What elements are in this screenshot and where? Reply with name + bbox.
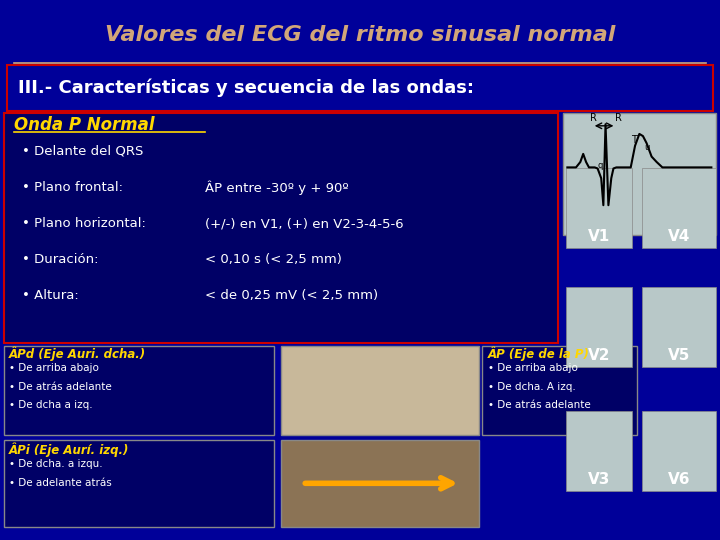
FancyBboxPatch shape bbox=[642, 411, 716, 491]
Text: Valores del ECG del ritmo sinusal normal: Valores del ECG del ritmo sinusal normal bbox=[105, 25, 615, 45]
Text: • Delante del QRS: • Delante del QRS bbox=[22, 145, 143, 158]
FancyBboxPatch shape bbox=[4, 113, 558, 343]
FancyBboxPatch shape bbox=[4, 440, 274, 526]
Text: • De adelante atrás: • De adelante atrás bbox=[9, 478, 112, 488]
Text: • De arriba abajo: • De arriba abajo bbox=[488, 363, 578, 373]
FancyBboxPatch shape bbox=[566, 287, 632, 367]
Text: < de 0,25 mV (< 2,5 mm): < de 0,25 mV (< 2,5 mm) bbox=[205, 289, 378, 302]
FancyBboxPatch shape bbox=[4, 346, 274, 435]
Text: • De dcha a izq.: • De dcha a izq. bbox=[9, 400, 92, 410]
Text: V5: V5 bbox=[667, 348, 690, 363]
Text: V4: V4 bbox=[667, 229, 690, 244]
FancyBboxPatch shape bbox=[642, 168, 716, 248]
Text: • Plano frontal:: • Plano frontal: bbox=[22, 181, 122, 194]
FancyBboxPatch shape bbox=[642, 287, 716, 367]
Text: • Altura:: • Altura: bbox=[22, 289, 78, 302]
Text: • Plano horizontal:: • Plano horizontal: bbox=[22, 217, 145, 230]
Text: ÂP entre -30º y + 90º: ÂP entre -30º y + 90º bbox=[205, 180, 348, 194]
Text: V6: V6 bbox=[667, 472, 690, 487]
FancyBboxPatch shape bbox=[281, 440, 479, 526]
Text: q: q bbox=[598, 161, 603, 170]
Text: • De dcha. a izqu.: • De dcha. a izqu. bbox=[9, 460, 102, 469]
Text: R: R bbox=[615, 112, 622, 123]
Text: III.- Características y secuencia de las ondas:: III.- Características y secuencia de las… bbox=[18, 78, 474, 97]
Text: < 0,10 s (< 2,5 mm): < 0,10 s (< 2,5 mm) bbox=[205, 253, 342, 266]
Text: (+/-) en V1, (+) en V2-3-4-5-6: (+/-) en V1, (+) en V2-3-4-5-6 bbox=[205, 217, 404, 230]
Text: R: R bbox=[590, 112, 597, 123]
FancyBboxPatch shape bbox=[563, 113, 716, 235]
Text: T: T bbox=[631, 134, 636, 145]
FancyBboxPatch shape bbox=[281, 346, 479, 435]
Text: V1: V1 bbox=[588, 229, 610, 244]
Text: ÂPd (Eje Auri. dcha.): ÂPd (Eje Auri. dcha.) bbox=[9, 347, 145, 361]
Text: V2: V2 bbox=[588, 348, 611, 363]
Text: ÂPi (Eje Aurí. izq.): ÂPi (Eje Aurí. izq.) bbox=[9, 442, 129, 456]
FancyBboxPatch shape bbox=[566, 168, 632, 248]
Text: • De atrás adelante: • De atrás adelante bbox=[9, 382, 112, 392]
Text: u: u bbox=[644, 143, 649, 152]
Text: V3: V3 bbox=[588, 472, 611, 487]
FancyBboxPatch shape bbox=[7, 65, 713, 111]
Text: • Duración:: • Duración: bbox=[22, 253, 98, 266]
Text: • De atrás adelante: • De atrás adelante bbox=[488, 400, 591, 410]
FancyBboxPatch shape bbox=[482, 346, 637, 435]
Text: • De dcha. A izq.: • De dcha. A izq. bbox=[488, 382, 576, 392]
Text: Onda P Normal: Onda P Normal bbox=[14, 116, 155, 134]
FancyBboxPatch shape bbox=[566, 411, 632, 491]
Text: • De arriba abajo: • De arriba abajo bbox=[9, 363, 99, 373]
Text: ÂP (Eje de la P): ÂP (Eje de la P) bbox=[488, 347, 590, 361]
